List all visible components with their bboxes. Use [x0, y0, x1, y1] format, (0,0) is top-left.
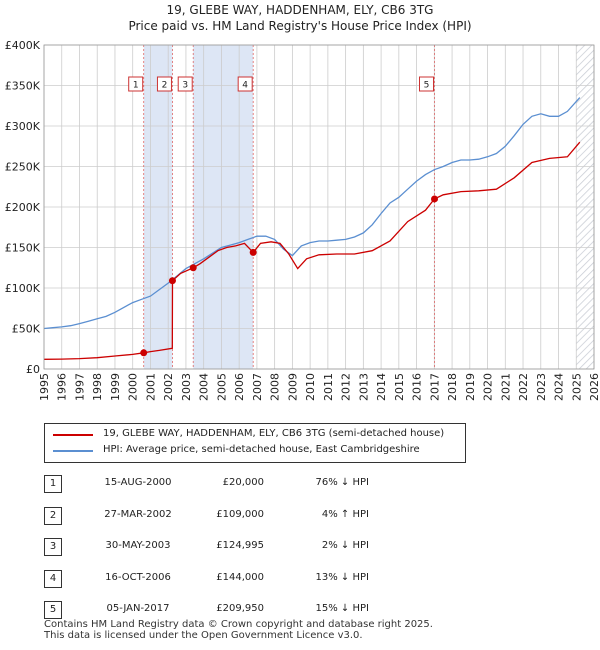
y-tick-label: £150K [5, 242, 41, 255]
x-tick-label: 1998 [91, 373, 104, 401]
y-tick-label: £200K [5, 201, 41, 214]
x-tick-label: 2010 [304, 373, 317, 401]
x-tick-label: 2009 [286, 373, 299, 401]
x-tick-label: 1999 [109, 373, 122, 401]
legend-hpi-swatch [53, 450, 93, 452]
footer: Contains HM Land Registry data © Crown c… [44, 619, 433, 641]
x-tick-label: 1997 [73, 373, 86, 401]
transaction-price: £209,950 [216, 603, 264, 614]
transaction-date: 15-AUG-2000 [104, 477, 172, 488]
transaction-hpi: 76% ↓ HPI [315, 477, 369, 488]
x-tick-label: 2020 [482, 373, 495, 401]
x-tick-label: 2003 [180, 373, 193, 401]
x-tick-label: 2021 [499, 373, 512, 401]
transaction-price: £109,000 [216, 508, 264, 520]
property-series-line [44, 141, 581, 360]
transaction-point [189, 264, 197, 272]
x-tick-label: 2002 [162, 373, 175, 401]
transaction-label-box [177, 76, 193, 92]
y-tick-label: £50K [12, 323, 41, 336]
footer-licence: This data is licensed under the Open Gov… [44, 630, 363, 641]
x-tick-label: 2004 [198, 373, 211, 401]
transaction-date: 16-OCT-2006 [105, 571, 171, 583]
table-row: 5 05-JAN-2017 £209,950 15% ↓ HPI [44, 598, 404, 630]
x-tick-label: 2019 [464, 373, 477, 401]
transaction-number: 2 [44, 506, 62, 525]
transaction-point [168, 277, 176, 285]
transaction-date: 30-MAY-2003 [105, 540, 171, 551]
x-tick-label: 2000 [127, 373, 140, 401]
x-tick-label: 2011 [322, 373, 335, 401]
x-tick-label: 2023 [535, 373, 548, 401]
transaction-label-box [419, 76, 434, 92]
transaction-point [431, 195, 438, 203]
transaction-label: 1 [133, 81, 139, 91]
table-row: 1 15-AUG-2000 £20,000 76% ↓ HPI [44, 472, 404, 504]
y-tick-label: £0 [26, 363, 40, 376]
table-row: 4 16-OCT-2006 £144,000 13% ↓ HPI [44, 567, 404, 599]
y-tick-label: £250K [5, 161, 41, 174]
table-row: 3 30-MAY-2003 £124,995 2% ↓ HPI [44, 535, 404, 567]
y-tick-label: £400K [5, 39, 41, 52]
transaction-hpi: 15% ↓ HPI [315, 603, 369, 614]
legend-hpi-label: HPI: Average price, semi-detached house,… [103, 444, 420, 455]
legend-property-label: 19, GLEBE WAY, HADDENHAM, ELY, CB6 3TG (… [103, 428, 445, 439]
x-tick-label: 2013 [357, 373, 370, 401]
legend-property-swatch [53, 434, 93, 436]
transaction-hpi: 4% ↑ HPI [321, 508, 369, 520]
x-tick-label: 2001 [144, 373, 157, 401]
transaction-price: £144,000 [216, 571, 264, 583]
transaction-point [140, 349, 148, 357]
transaction-label-box [128, 76, 144, 92]
y-tick-label: £350K [5, 80, 41, 93]
table-row: 2 27-MAR-2002 £109,000 4% ↑ HPI [44, 504, 404, 536]
transaction-date: 05-JAN-2017 [106, 603, 170, 614]
transaction-label-box [237, 76, 253, 92]
x-tick-label: 1996 [56, 373, 69, 401]
x-tick-label: 2016 [411, 373, 424, 401]
y-tick-label: £300K [5, 120, 41, 133]
x-tick-label: 2015 [393, 373, 406, 401]
legend: 19, GLEBE WAY, HADDENHAM, ELY, CB6 3TG (… [44, 423, 466, 463]
chart-title: 19, GLEBE WAY, HADDENHAM, ELY, CB6 3TG [166, 3, 434, 17]
x-tick-label: 2012 [340, 373, 353, 401]
transaction-price: £20,000 [222, 477, 264, 488]
transaction-number: 1 [44, 475, 62, 493]
transaction-label: 5 [424, 81, 430, 91]
y-tick-label: £100K [5, 282, 41, 295]
x-tick-label: 2008 [269, 373, 282, 401]
transaction-price: £124,995 [216, 540, 264, 551]
price-chart: 1 2 3 4 5 £0 £50K £100K £150K £200K £250K £300K £350… [5, 39, 600, 401]
transaction-hpi: 13% ↓ HPI [315, 571, 369, 583]
x-tick-label: 1995 [38, 373, 51, 401]
x-tick-label: 2018 [446, 373, 459, 401]
transaction-date: 27-MAR-2002 [104, 508, 172, 520]
chart-subtitle: Price paid vs. HM Land Registry's House … [128, 19, 472, 33]
x-tick-label: 2026 [588, 373, 600, 401]
transaction-number: 3 [44, 538, 62, 556]
x-tick-label: 2017 [428, 373, 441, 401]
hpi-series-line [44, 97, 581, 330]
plot-border [43, 44, 595, 370]
transaction-point [249, 248, 257, 256]
transaction-number: 4 [44, 569, 62, 588]
transactions-table: 1 15-AUG-2000 £20,000 76% ↓ HPI 2 27-MAR… [44, 472, 404, 630]
transaction-label-box [156, 76, 172, 92]
x-tick-label: 2022 [517, 373, 530, 401]
x-tick-label: 2007 [251, 373, 264, 401]
transaction-label: 4 [242, 81, 248, 91]
x-tick-label: 2025 [570, 373, 583, 401]
x-tick-label: 2006 [233, 373, 246, 401]
transaction-hpi: 2% ↓ HPI [321, 540, 369, 551]
transaction-label: 3 [182, 81, 188, 91]
x-tick-label: 2014 [375, 373, 388, 401]
x-tick-label: 2024 [553, 373, 566, 401]
transaction-label: 2 [162, 81, 168, 91]
x-tick-label: 2005 [215, 373, 228, 401]
transaction-number: 5 [44, 601, 62, 619]
footer-copyright: Contains HM Land Registry data © Crown c… [44, 619, 433, 630]
